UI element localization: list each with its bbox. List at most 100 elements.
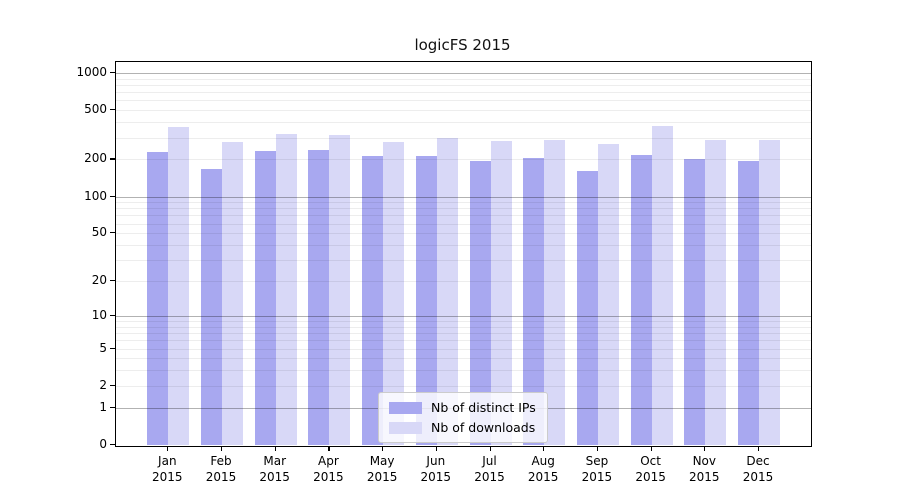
x-tick-label: Aug 2015	[527, 454, 559, 484]
bar-distinct-ips	[738, 161, 759, 445]
bar-downloads	[436, 138, 458, 445]
y-tick-mark	[110, 444, 115, 446]
bar-downloads	[759, 139, 780, 445]
bar-distinct-ips	[201, 169, 222, 445]
bar-distinct-ips	[254, 150, 276, 445]
bar-distinct-ips	[523, 158, 545, 445]
bar-downloads	[222, 142, 243, 445]
y-tick-mark	[110, 109, 115, 111]
bar-downloads	[490, 141, 512, 445]
x-tick-label: Jul 2015	[474, 454, 505, 484]
x-tick-label: Feb 2015	[205, 454, 237, 484]
y-tick-mark	[110, 71, 115, 74]
bar-downloads	[597, 144, 619, 445]
bar-distinct-ips	[684, 158, 706, 445]
x-tick-mark	[221, 446, 223, 451]
gridline	[116, 333, 811, 334]
gridline	[116, 385, 811, 387]
bar-distinct-ips	[576, 171, 598, 445]
bar-downloads	[651, 126, 673, 445]
gridline	[116, 340, 811, 342]
gridlines-layer	[116, 62, 811, 446]
gridline	[116, 72, 811, 74]
chart-title: logicFS 2015	[414, 36, 511, 54]
bar-downloads	[544, 140, 566, 445]
x-tick-label: Mar 2015	[259, 454, 290, 484]
y-tick-mark	[110, 347, 115, 349]
gridline	[116, 223, 811, 225]
legend-entry-downloads: Nb of downloads	[389, 420, 536, 435]
y-tick-label: 20	[91, 273, 107, 287]
y-tick-mark	[110, 232, 115, 234]
gridline	[116, 321, 811, 322]
x-tick-label: Oct 2015	[635, 454, 666, 484]
x-tick-mark	[382, 446, 384, 451]
x-tick-mark	[596, 446, 599, 451]
y-tick-label: 1000	[76, 64, 107, 79]
bar-downloads	[168, 126, 190, 445]
y-tick-mark	[110, 158, 115, 160]
legend-label-distinct-ips: Nb of distinct IPs	[431, 400, 536, 415]
bar-distinct-ips	[415, 155, 437, 445]
gridline	[116, 159, 811, 161]
y-tick-mark	[110, 314, 115, 317]
gridline	[116, 315, 811, 317]
x-tick-mark	[543, 446, 545, 451]
x-tick-mark	[435, 446, 437, 451]
legend-swatch-downloads	[389, 421, 422, 434]
legend-label-downloads: Nb of downloads	[431, 420, 536, 435]
y-tick-mark	[110, 384, 115, 386]
x-tick-mark	[489, 446, 491, 451]
gridline	[116, 92, 811, 94]
bar-downloads	[329, 134, 351, 445]
bar-distinct-ips	[308, 149, 330, 445]
gridline	[116, 358, 811, 360]
bars-layer	[116, 62, 811, 446]
gridline	[116, 208, 811, 210]
x-tick-label: Sep 2015	[581, 454, 613, 484]
y-tick-label: 50	[91, 225, 107, 240]
y-tick-label: 1	[99, 399, 107, 414]
y-tick-mark	[110, 406, 115, 408]
gridline	[116, 196, 811, 198]
bar-distinct-ips	[469, 160, 491, 445]
y-tick-label: 200	[84, 151, 107, 166]
x-tick-label: Apr 2015	[313, 454, 344, 484]
x-tick-label: Dec 2015	[742, 454, 774, 484]
x-tick-label: Nov 2015	[689, 454, 720, 484]
gridline	[116, 100, 811, 102]
y-tick-label: 500	[84, 102, 107, 117]
x-tick-mark	[328, 446, 330, 451]
x-tick-mark	[704, 446, 706, 451]
bar-downloads	[383, 142, 405, 445]
y-tick-label: 2	[99, 377, 107, 392]
gridline	[116, 233, 811, 235]
x-tick-mark	[650, 446, 652, 451]
bar-distinct-ips	[147, 151, 169, 445]
x-tick-mark	[758, 446, 760, 451]
gridline	[116, 370, 811, 372]
bar-distinct-ips	[630, 154, 652, 445]
y-tick-label: 5	[99, 340, 107, 355]
x-tick-label: Jan 2015	[152, 454, 183, 484]
gridline	[116, 122, 811, 124]
plot-area: Nb of distinct IPs Nb of downloads	[115, 61, 812, 447]
gridline	[116, 84, 811, 86]
gridline	[116, 202, 811, 204]
gridline	[116, 245, 811, 246]
legend-swatch-distinct-ips	[389, 401, 422, 414]
x-tick-label: Jun 2015	[420, 454, 452, 484]
gridline	[116, 281, 811, 282]
y-tick-label: 100	[84, 188, 107, 203]
bar-downloads	[275, 134, 297, 445]
legend-entry-distinct-ips: Nb of distinct IPs	[389, 400, 536, 415]
gridline	[116, 348, 811, 350]
bar-downloads	[705, 140, 727, 445]
bar-distinct-ips	[362, 155, 384, 445]
x-tick-label: May 2015	[366, 454, 398, 484]
x-tick-mark	[274, 446, 276, 451]
gridline	[116, 260, 811, 262]
y-tick-label: 0	[99, 437, 107, 451]
gridline	[116, 326, 811, 328]
